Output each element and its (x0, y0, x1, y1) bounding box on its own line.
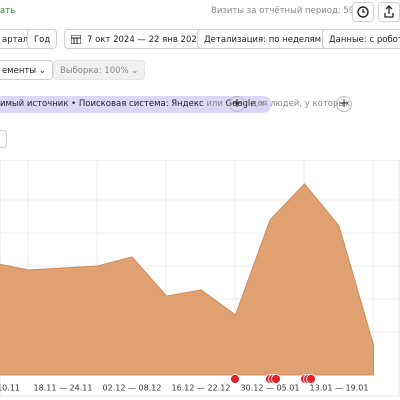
chart: 10.11 18.11 — 24.11 02.12 — 08.12 16.12 — 2… (0, 160, 400, 397)
add-condition[interactable]: + (229, 96, 245, 112)
history-button[interactable] (352, 2, 374, 22)
segments-label: ементы (2, 66, 37, 76)
period-label: 7 окт 2024 — 22 янв 2025 (87, 35, 203, 45)
options-button[interactable] (0, 130, 7, 148)
segment-or: или (206, 99, 223, 109)
x-tick-label: 30.12 — 05.01 (241, 384, 300, 393)
area (0, 183, 374, 376)
people-label: для людей, у которых (251, 99, 351, 109)
sample-button[interactable]: Выборка: 100% ⌄ (53, 60, 146, 80)
detail-button[interactable]: Детализация: по неделям ⌄ (197, 29, 338, 49)
segments-button[interactable]: ементы ⌄ (0, 60, 53, 80)
annotation-marker (271, 374, 281, 384)
share-button[interactable] (378, 2, 400, 22)
x-tick-label: 13.01 — 19.01 (310, 384, 369, 393)
visits-count: Визиты за отчётный период: 59 092 (211, 6, 374, 16)
period-button[interactable]: 7 окт 2024 — 22 янв 2025 (64, 29, 210, 49)
data-button[interactable]: Данные: с роботам (322, 29, 400, 49)
annotation-marker (230, 374, 240, 384)
x-tick-label: 02.12 — 08.12 (103, 384, 162, 393)
calendar-icon (71, 35, 81, 44)
share-icon (384, 5, 394, 18)
year-button[interactable]: Год (27, 29, 58, 49)
chip-remove[interactable]: × (258, 99, 266, 109)
x-tick-label: 10.11 (0, 384, 20, 393)
x-tick-label: 16.12 — 22.12 (172, 384, 231, 393)
segment-source: имый источник • Поисковая система: Яндек… (0, 99, 204, 109)
detail-label: Детализация: по неделям (204, 35, 322, 45)
sample-label: Выборка: 100% (60, 66, 129, 76)
annotation-marker (306, 374, 316, 384)
add-people-condition[interactable]: + (336, 96, 352, 112)
clock-icon (357, 6, 369, 18)
x-tick-label: 18.11 — 24.11 (34, 384, 93, 393)
save-link[interactable]: ать (0, 6, 16, 16)
